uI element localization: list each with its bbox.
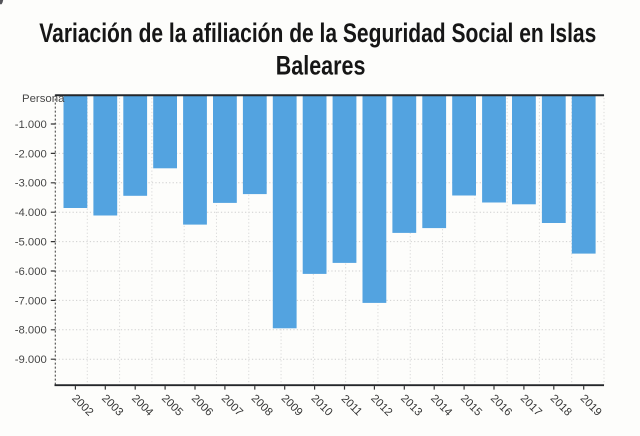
svg-text:-5.000: -5.000 xyxy=(15,237,47,249)
svg-text:Variación de la afiliación de: Variación de la afiliación de la Segurid… xyxy=(39,18,596,48)
svg-text:-7.000: -7.000 xyxy=(15,295,47,307)
svg-text:-4.000: -4.000 xyxy=(15,207,47,219)
svg-text:Persona: Persona xyxy=(22,93,65,105)
svg-text:-3.000: -3.000 xyxy=(15,178,47,190)
svg-text:-9.000: -9.000 xyxy=(15,354,47,366)
svg-text:-1.000: -1.000 xyxy=(15,119,47,131)
svg-text:Baleares: Baleares xyxy=(276,51,366,81)
svg-text:-8.000: -8.000 xyxy=(15,325,47,337)
svg-text:-6.000: -6.000 xyxy=(15,266,47,278)
svg-text:-2.000: -2.000 xyxy=(15,148,47,160)
